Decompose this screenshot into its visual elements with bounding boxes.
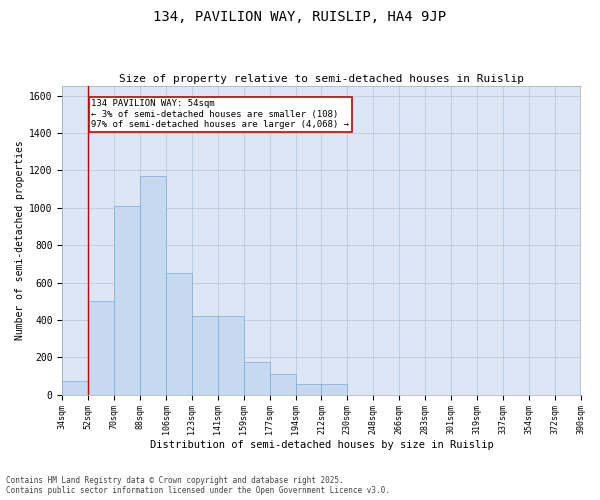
Text: Contains HM Land Registry data © Crown copyright and database right 2025.
Contai: Contains HM Land Registry data © Crown c… [6,476,390,495]
Bar [88,301,114,394]
Bar [192,316,218,394]
Bar [62,380,88,394]
Bar [114,206,140,394]
Bar [322,384,347,394]
Bar [296,384,322,394]
Bar [218,316,244,394]
Bar [269,374,296,394]
Text: 134 PAVILION WAY: 54sqm
← 3% of semi-detached houses are smaller (108)
97% of se: 134 PAVILION WAY: 54sqm ← 3% of semi-det… [91,100,349,129]
Text: 134, PAVILION WAY, RUISLIP, HA4 9JP: 134, PAVILION WAY, RUISLIP, HA4 9JP [154,10,446,24]
Title: Size of property relative to semi-detached houses in Ruislip: Size of property relative to semi-detach… [119,74,524,84]
X-axis label: Distribution of semi-detached houses by size in Ruislip: Distribution of semi-detached houses by … [149,440,493,450]
Bar [140,176,166,394]
Bar [166,273,192,394]
Bar [244,362,269,394]
Y-axis label: Number of semi-detached properties: Number of semi-detached properties [15,140,25,340]
